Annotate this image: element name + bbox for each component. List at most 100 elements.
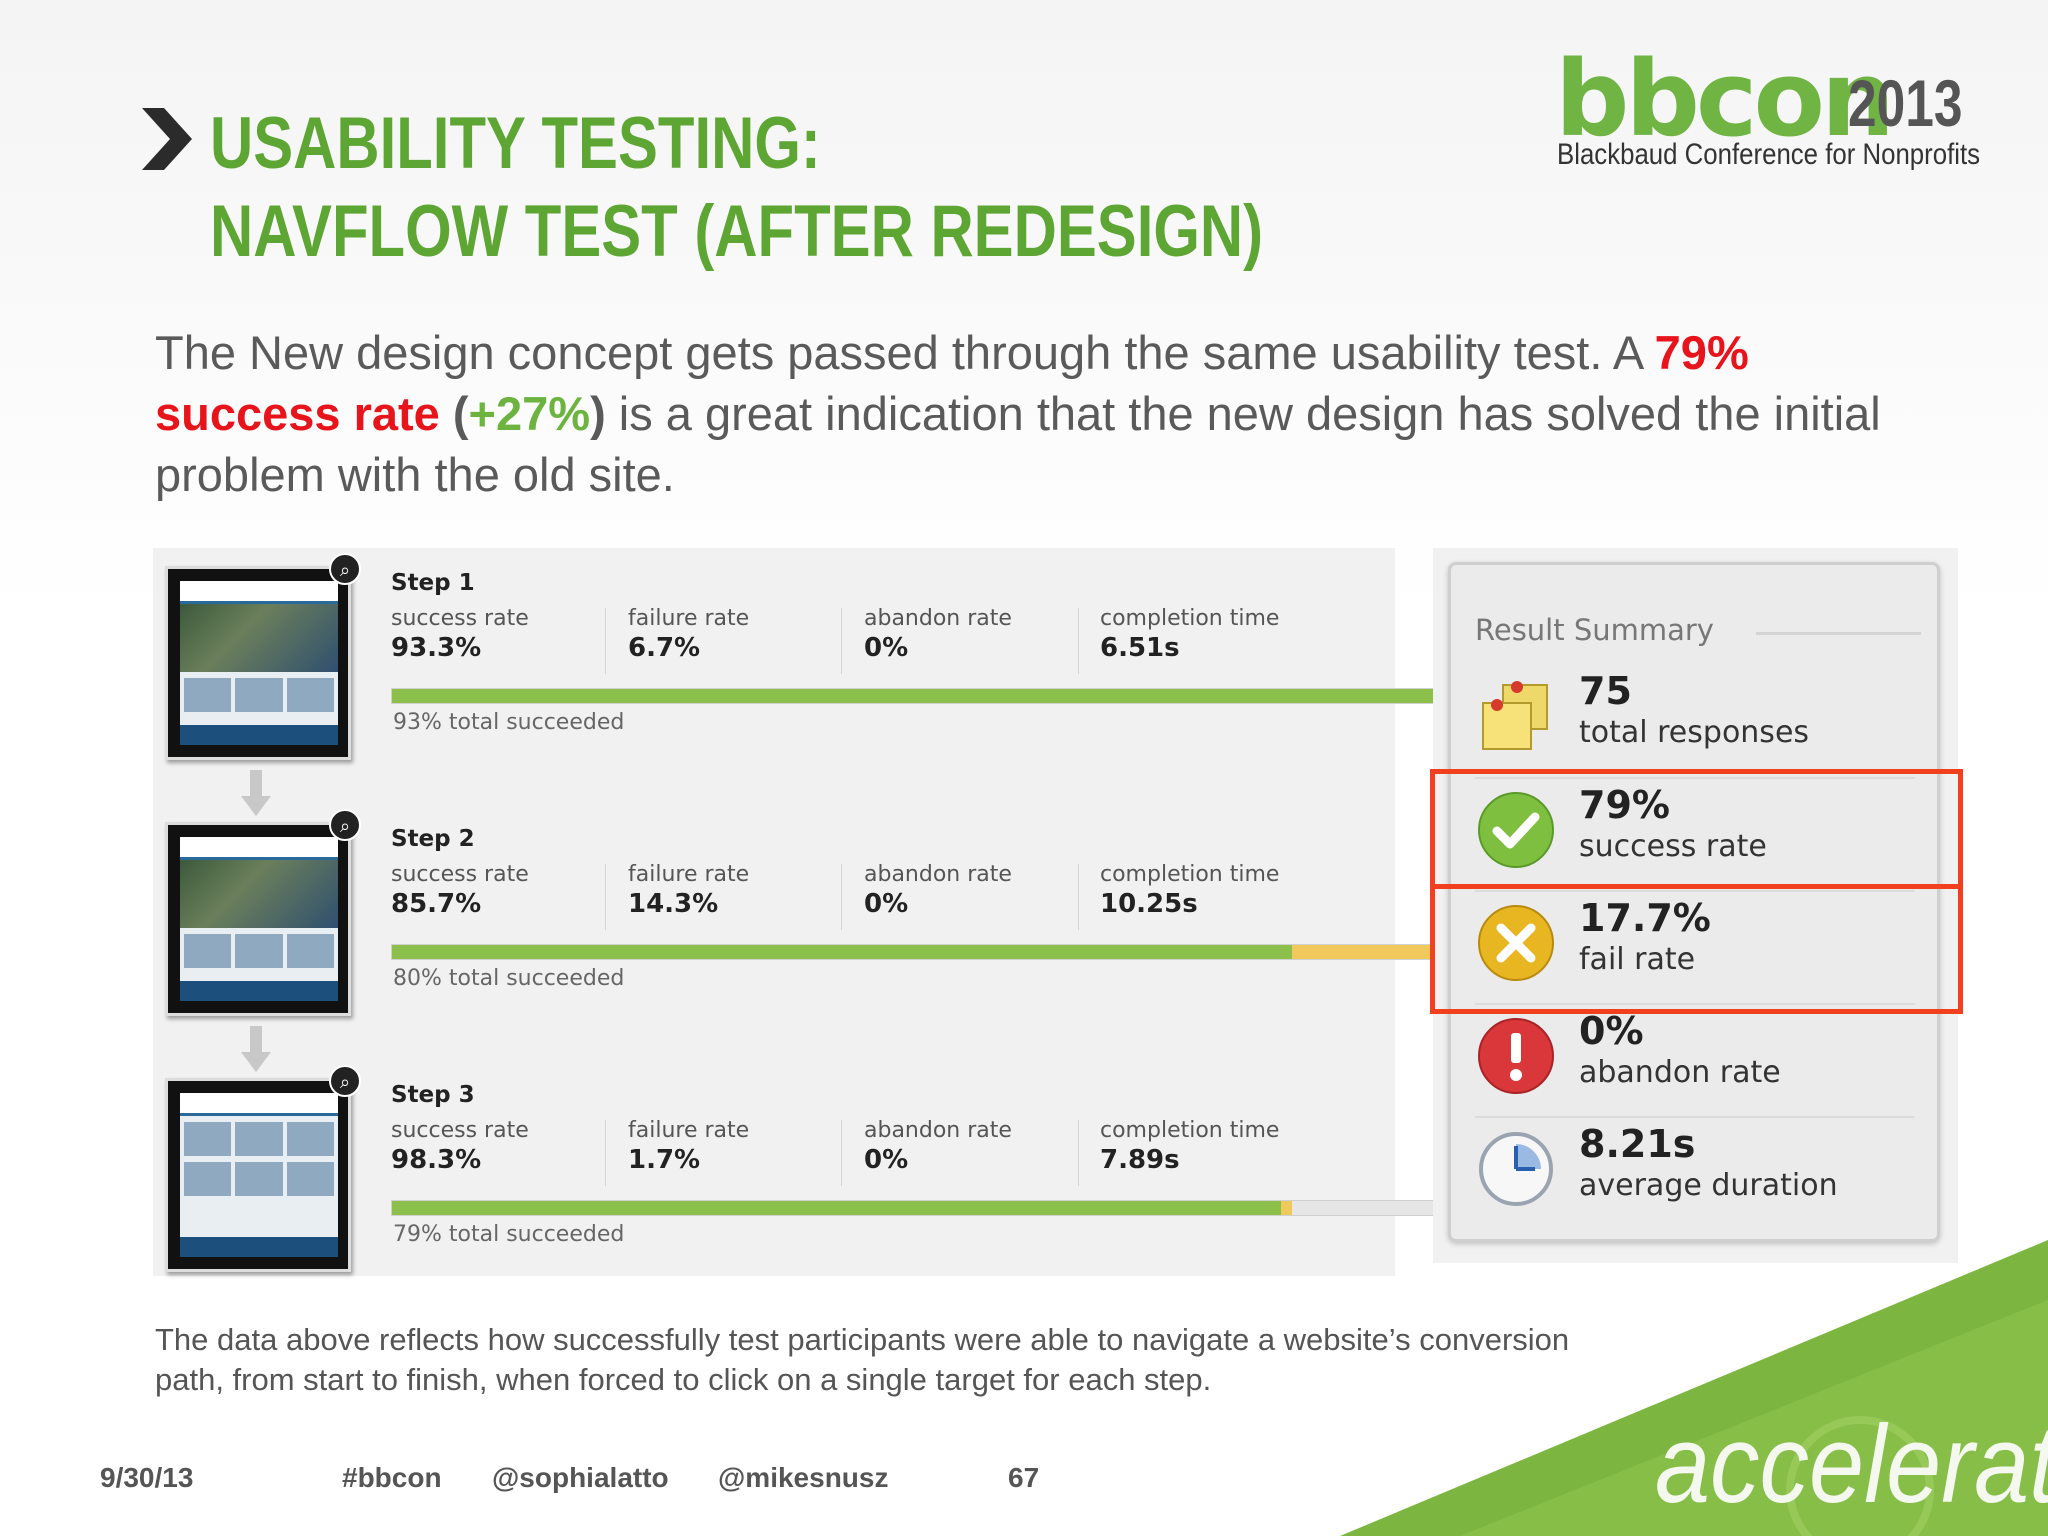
metric-label: success rate	[391, 1118, 529, 1143]
step-card: ⌕ Step 1 success rate 93.3% failure rate 6…	[153, 548, 1518, 760]
metric-value: 98.3%	[391, 1145, 482, 1175]
summary-label: success rate	[1579, 829, 1767, 864]
intro-text-2: (	[439, 387, 469, 440]
metric-value: 0%	[864, 633, 909, 663]
metric-label: failure rate	[628, 1118, 750, 1143]
exclamation-circle-icon	[1478, 1018, 1554, 1094]
slide-title-line1: USABILITY TESTING:	[210, 103, 821, 184]
callout-success-rate	[1430, 769, 1963, 889]
footer-handle-2: @mikesnusz	[718, 1462, 889, 1493]
step-card: ⌕ Step 3 success rate 98.3% failure rate 1…	[153, 1060, 1518, 1272]
zoom-icon[interactable]: ⌕	[329, 809, 361, 841]
metric-abandon: abandon rate 0%	[864, 862, 1064, 919]
progress-success-fill	[392, 1201, 1281, 1215]
metric-value: 10.25s	[1100, 889, 1198, 919]
summary-value: 17.7%	[1579, 896, 1711, 940]
metric-value: 0%	[864, 1145, 909, 1175]
logo-subtitle: Blackbaud Conference for Nonprofits	[1557, 138, 1981, 171]
metric-failure: failure rate 6.7%	[628, 606, 828, 663]
metric-label: abandon rate	[864, 606, 1012, 631]
metric-label: completion time	[1100, 862, 1280, 887]
metric-failure: failure rate 14.3%	[628, 862, 828, 919]
progress-caption: 93% total succeeded	[393, 710, 625, 735]
metric-completion: completion time 10.25s	[1100, 862, 1300, 919]
intro-text-3: )	[590, 387, 606, 440]
progress-fail-fill	[1280, 1201, 1292, 1215]
accelerate-brand-graphic: accelerate	[1340, 1240, 2048, 1536]
logo-year: 2013	[1848, 66, 1963, 140]
step-screenshot-thumbnail[interactable]	[165, 822, 351, 1016]
arrow-down-icon	[241, 770, 271, 816]
summary-fail-rate: 17.7% fail rate	[1451, 890, 1937, 1000]
metric-label: success rate	[391, 606, 529, 631]
navflow-steps-panel: ⌕ Step 1 success rate 93.3% failure rate 6…	[153, 548, 1518, 1276]
step-card: ⌕ Step 2 success rate 85.7% failure rate 1…	[153, 804, 1518, 1016]
summary-title: Result Summary	[1475, 613, 1714, 647]
summary-label: fail rate	[1579, 942, 1696, 977]
summary-value: 0%	[1579, 1009, 1644, 1053]
metric-label: completion time	[1100, 606, 1280, 631]
summary-value: 75	[1579, 669, 1632, 713]
metric-value: 1.7%	[628, 1145, 701, 1175]
bbcon-logo: bbcon 2013 Blackbaud Conference for Nonp…	[1555, 44, 1980, 180]
footnote: The data above reflects how successfully…	[155, 1322, 1570, 1397]
intro-paragraph: The New design concept gets passed throu…	[155, 322, 1915, 505]
arrow-down-icon	[241, 1026, 271, 1072]
summary-total-responses: 75 total responses	[1451, 663, 1937, 773]
summary-success-rate: 79% success rate	[1451, 777, 1937, 887]
progress-caption: 79% total succeeded	[393, 1222, 625, 1247]
metric-label: abandon rate	[864, 1118, 1012, 1143]
progress-bar	[391, 944, 1518, 960]
footer-date: 9/30/13	[100, 1462, 194, 1493]
sticky-notes-icon	[1482, 681, 1548, 750]
callout-fail-rate	[1430, 884, 1963, 1014]
zoom-icon[interactable]: ⌕	[329, 1065, 361, 1097]
progress-bar	[391, 688, 1518, 704]
metric-completion: completion time 6.51s	[1100, 606, 1300, 663]
step-title: Step 2	[391, 826, 475, 852]
summary-label: average duration	[1579, 1168, 1838, 1203]
metric-label: abandon rate	[864, 862, 1012, 887]
metric-success: success rate 98.3%	[391, 1118, 591, 1175]
metric-value: 6.7%	[628, 633, 701, 663]
clock-icon	[1479, 1132, 1553, 1206]
logo-wordmark: bbcon	[1555, 38, 1895, 160]
summary-abandon-rate: 0% abandon rate	[1451, 1003, 1937, 1113]
chevron-right-icon	[142, 108, 192, 170]
progress-success-fill	[392, 689, 1439, 703]
metric-completion: completion time 7.89s	[1100, 1118, 1300, 1175]
zoom-icon[interactable]: ⌕	[329, 553, 361, 585]
step-screenshot-thumbnail[interactable]	[165, 566, 351, 760]
check-circle-icon	[1478, 792, 1554, 868]
metric-failure: failure rate 1.7%	[628, 1118, 828, 1175]
summary-label: abandon rate	[1579, 1055, 1781, 1090]
accelerate-wordmark: accelerate	[1655, 1403, 2048, 1526]
metric-value: 0%	[864, 889, 909, 919]
intro-improvement-highlight: +27%	[468, 387, 591, 440]
metric-value: 7.89s	[1100, 1145, 1180, 1175]
metric-abandon: abandon rate 0%	[864, 1118, 1064, 1175]
progress-success-fill	[392, 945, 1292, 959]
metric-success: success rate 93.3%	[391, 606, 591, 663]
x-circle-icon	[1478, 905, 1554, 981]
intro-text-4: is a great indication that the new desig…	[155, 387, 1881, 501]
slide-title-line2: NAVFLOW TEST (AFTER REDESIGN)	[210, 191, 1264, 272]
footer-handle-1: @sophialatto	[492, 1462, 669, 1493]
step-screenshot-thumbnail[interactable]	[165, 1078, 351, 1272]
step-title: Step 1	[391, 570, 475, 596]
metric-label: completion time	[1100, 1118, 1280, 1143]
summary-value: 79%	[1579, 783, 1670, 827]
intro-text-1: The New design concept gets passed throu…	[155, 326, 1655, 379]
metric-success: success rate 85.7%	[391, 862, 591, 919]
step-title: Step 3	[391, 1082, 475, 1108]
slide-title: USABILITY TESTING: NAVFLOW TEST (AFTER R…	[210, 100, 1263, 276]
metric-value: 93.3%	[391, 633, 482, 663]
metric-label: failure rate	[628, 606, 750, 631]
metric-label: success rate	[391, 862, 529, 887]
intro-success-highlight: 79% success rate	[155, 326, 1749, 440]
progress-caption: 80% total succeeded	[393, 966, 625, 991]
metric-value: 14.3%	[628, 889, 719, 919]
progress-bar	[391, 1200, 1518, 1216]
metric-value: 6.51s	[1100, 633, 1180, 663]
result-summary-panel: Result Summary 75 total responses 79% su…	[1433, 548, 1958, 1263]
